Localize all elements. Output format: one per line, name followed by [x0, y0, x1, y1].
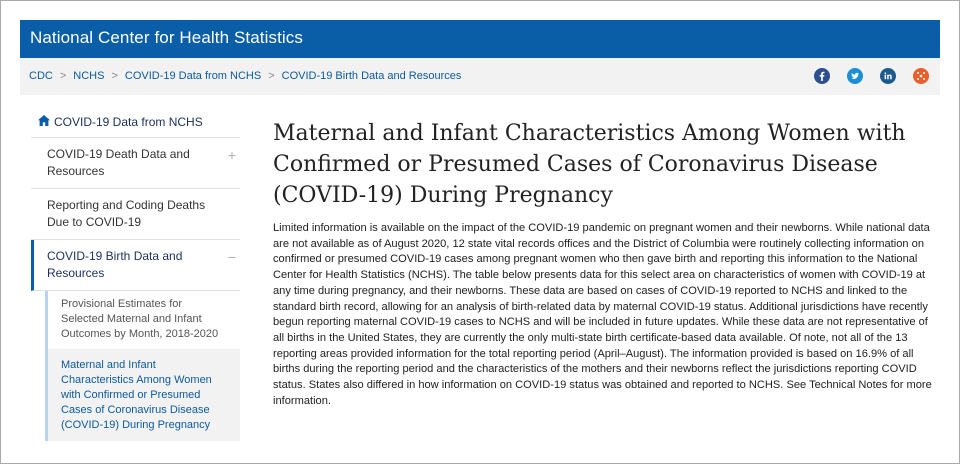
site-header: National Center for Health Statistics [20, 20, 940, 58]
collapse-icon[interactable]: − [227, 249, 236, 265]
breadcrumb-separator: > [268, 70, 275, 82]
twitter-icon[interactable] [847, 68, 863, 84]
sidebar-item-label: COVID-19 Birth Data and Resources [47, 249, 183, 280]
sidebar-item-label: Reporting and Coding Deaths Due to COVID… [47, 198, 206, 229]
sidebar-item-birth-data[interactable]: COVID-19 Birth Data and Resources − [31, 240, 240, 291]
breadcrumb-bar: CDC > NCHS > COVID-19 Data from NCHS > COVID-1… [20, 58, 940, 95]
breadcrumb-separator: > [59, 70, 67, 82]
breadcrumb-covid-data[interactable]: COVID-19 Data from NCHS [124, 70, 262, 82]
site-title[interactable]: National Center for Health Statistics [30, 28, 303, 47]
page-title: Maternal and Infant Characteristics Amon… [273, 121, 906, 208]
sidebar-subitem-label: Provisional Estimates for Selected Mater… [61, 298, 219, 340]
syndicate-icon[interactable] [913, 68, 929, 84]
sidebar-home-link[interactable]: COVID-19 Data from NCHS [31, 107, 240, 138]
home-icon [38, 115, 50, 129]
intro-paragraph: Limited information is available on the … [273, 222, 932, 407]
expand-icon[interactable]: + [227, 147, 236, 163]
sidebar-subitem-label: Maternal and Infant Characteristics Amon… [61, 359, 212, 431]
sidebar-home-label: COVID-19 Data from NCHS [54, 115, 203, 129]
sidebar-nav: COVID-19 Data from NCHS COVID-19 Death D… [31, 107, 240, 441]
sidebar-subitem-maternal-infant[interactable]: Maternal and Infant Characteristics Amon… [48, 349, 240, 441]
sidebar-subitem-provisional-estimates[interactable]: Provisional Estimates for Selected Mater… [48, 291, 240, 349]
sidebar-item-death-data[interactable]: COVID-19 Death Data and Resources + [31, 138, 240, 189]
breadcrumb-nchs[interactable]: NCHS [73, 70, 105, 82]
breadcrumb-separator: > [111, 70, 118, 82]
sidebar-item-reporting-coding[interactable]: Reporting and Coding Deaths Due to COVID… [31, 189, 240, 240]
breadcrumb: CDC > NCHS > COVID-19 Data from NCHS > COVID-1… [29, 70, 461, 82]
linkedin-icon[interactable] [880, 68, 896, 84]
breadcrumb-cdc[interactable]: CDC [29, 70, 53, 82]
sidebar-item-label: COVID-19 Death Data and Resources [47, 147, 190, 178]
breadcrumb-birth-data[interactable]: COVID-19 Birth Data and Resources [281, 70, 462, 82]
sidebar-subnav: Provisional Estimates for Selected Mater… [45, 291, 240, 441]
facebook-icon[interactable] [814, 68, 830, 84]
